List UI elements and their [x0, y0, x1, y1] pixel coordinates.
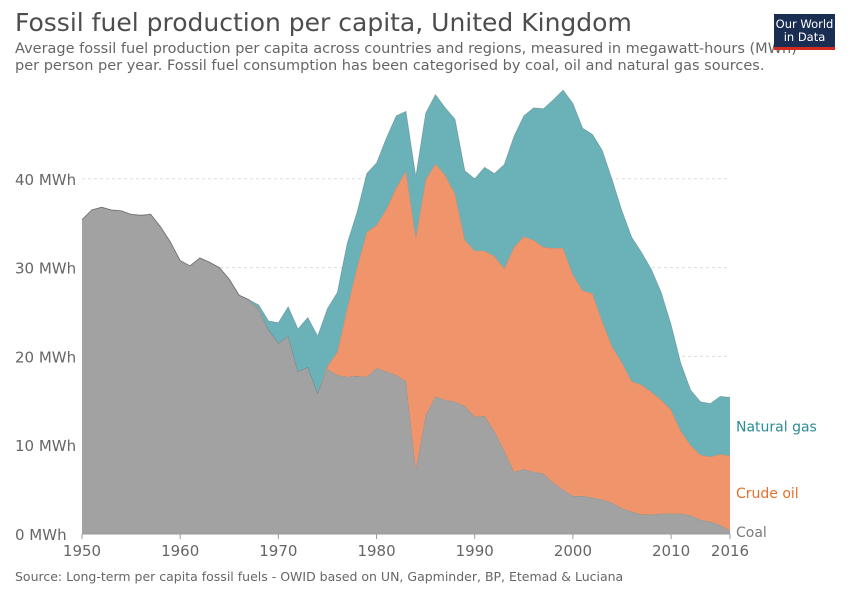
x-tick-label-5: 2000: [554, 542, 592, 560]
x-tick-label-2: 1970: [259, 542, 297, 560]
series-label-gas: Natural gas: [736, 420, 817, 436]
owid-logo[interactable]: Our World in Data: [774, 14, 835, 50]
series-label-coal: Coal: [736, 525, 767, 541]
y-tick-label-4: 40 MWh: [15, 171, 76, 189]
y-tick-label-0: 0 MWh: [15, 526, 67, 544]
logo-line-1: Our World: [775, 17, 834, 31]
x-tick-label-1: 1960: [161, 542, 199, 560]
x-tick-label-4: 1990: [456, 542, 494, 560]
logo-line-2: in Data: [783, 30, 826, 44]
series-label-oil: Crude oil: [736, 486, 799, 502]
chart-title: Fossil fuel production per capita, Unite…: [15, 8, 632, 37]
chart-subtitle: Average fossil fuel production per capit…: [15, 41, 797, 74]
x-tick-label-7: 2016: [711, 542, 749, 560]
area-gas: [82, 90, 730, 457]
y-tick-label-1: 10 MWh: [15, 437, 76, 455]
x-tick-label-0: 1950: [63, 542, 101, 560]
area-coal: [82, 207, 730, 534]
x-tick-label-6: 2010: [652, 542, 690, 560]
x-tick-label-3: 1980: [357, 542, 395, 560]
area-oil: [82, 163, 730, 531]
y-tick-label-3: 30 MWh: [15, 260, 76, 278]
area-edge-gas: [81, 89, 731, 404]
source-note: Source: Long-term per capita fossil fuel…: [15, 569, 624, 584]
y-tick-label-2: 20 MWh: [15, 348, 76, 366]
